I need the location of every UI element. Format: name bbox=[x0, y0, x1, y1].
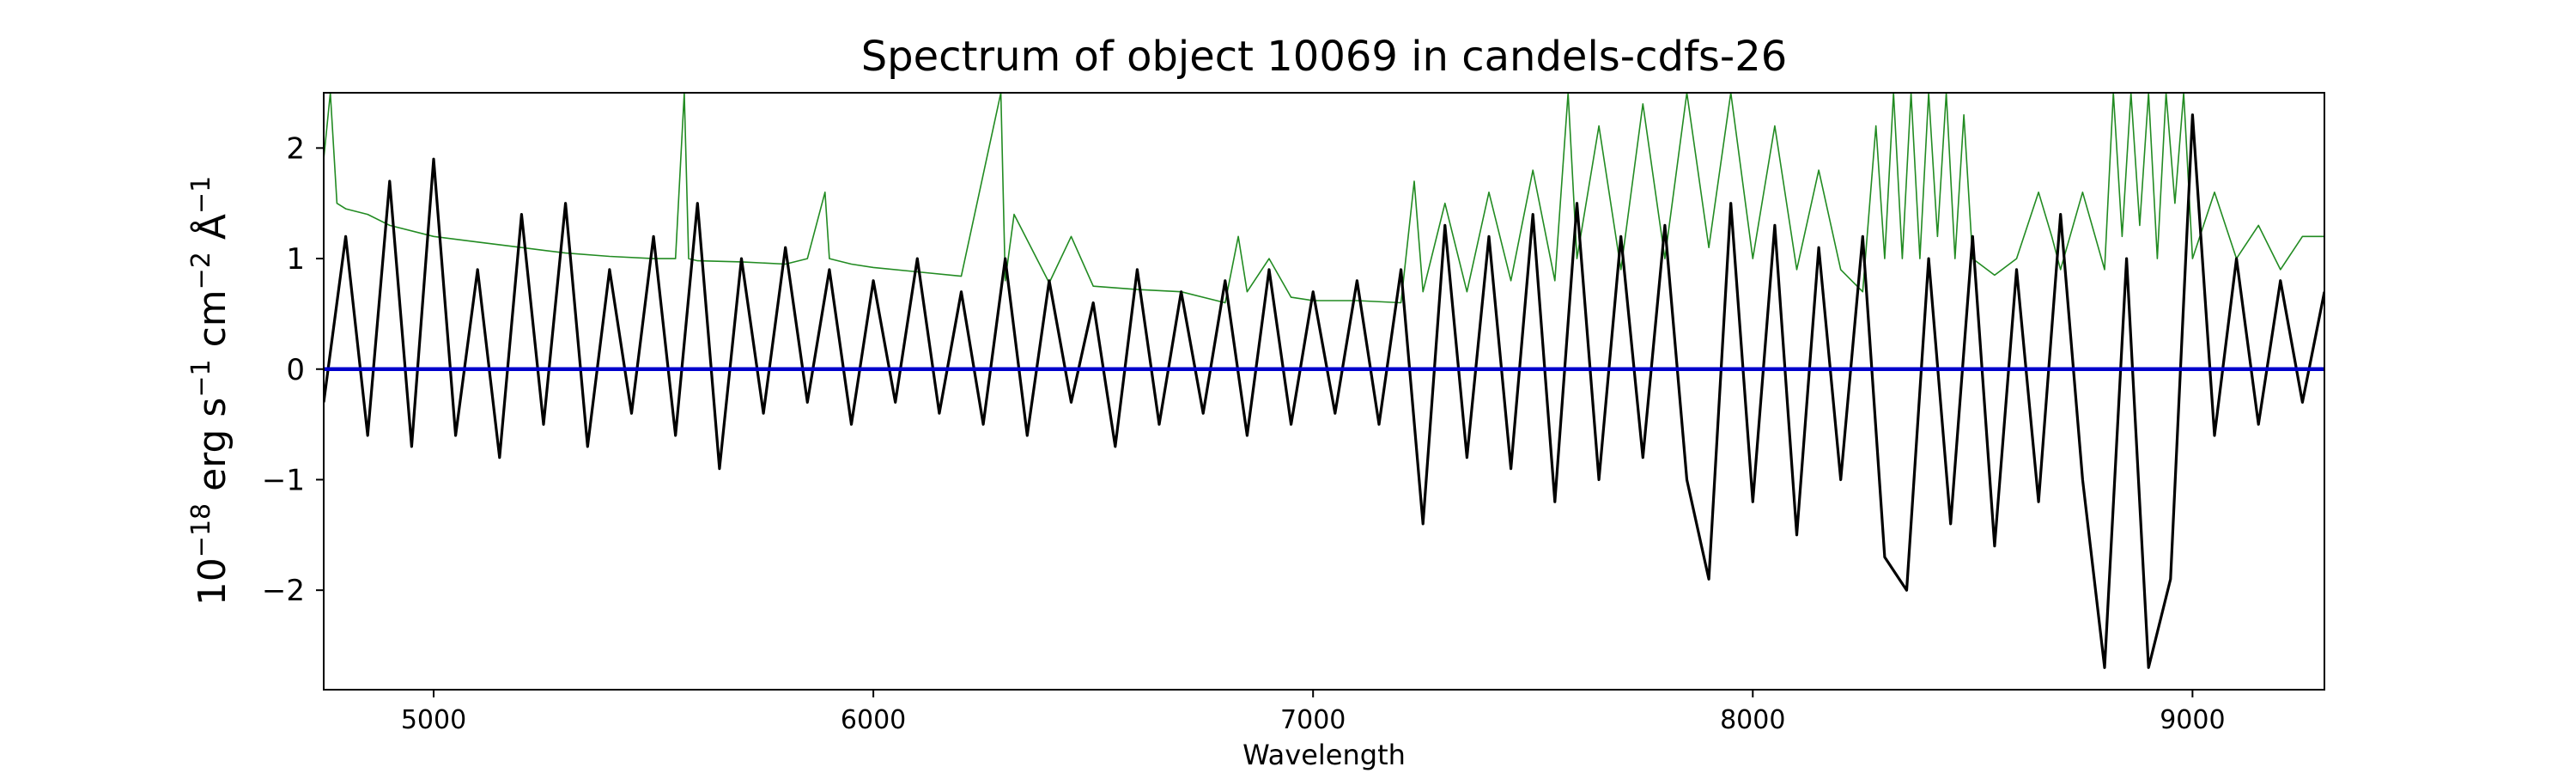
x-tick-label: 9000 bbox=[2160, 705, 2225, 735]
y-tick-label: −2 bbox=[262, 574, 305, 608]
object-spectrum-line bbox=[324, 113, 2324, 669]
x-tick-label: 8000 bbox=[1720, 705, 1785, 735]
y-axis: −2 −1 0 1 2 bbox=[262, 131, 324, 608]
y-tick-label: 0 bbox=[286, 353, 305, 387]
chart-title: Spectrum of object 10069 in candels-cdfs… bbox=[861, 33, 1788, 81]
x-tick-label: 5000 bbox=[401, 705, 466, 735]
y-tick-label: −1 bbox=[262, 463, 305, 497]
series-layer bbox=[324, 93, 2324, 669]
x-axis: 5000 6000 7000 8000 9000 bbox=[401, 690, 2226, 735]
sky-spectrum-line bbox=[324, 93, 2324, 304]
x-axis-label: Wavelength bbox=[1242, 739, 1406, 771]
x-tick-label: 6000 bbox=[841, 705, 906, 735]
y-axis-label: 10−18 erg s−1 cm−2 Å−1 bbox=[186, 176, 234, 606]
x-tick-label: 7000 bbox=[1280, 705, 1346, 735]
plot-frame bbox=[323, 92, 2325, 691]
y-tick-label: 1 bbox=[286, 242, 305, 277]
y-tick-label: 2 bbox=[286, 131, 305, 166]
